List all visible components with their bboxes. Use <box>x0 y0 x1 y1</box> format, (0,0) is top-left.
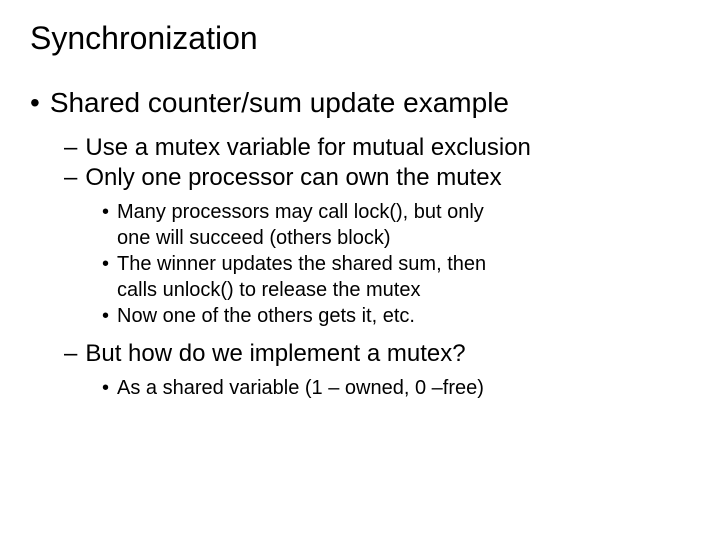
bullet-text: The winner updates the shared sum, then … <box>117 251 497 303</box>
bullet-text: Use a mutex variable for mutual exclusio… <box>85 133 690 163</box>
bullet-lvl2: Use a mutex variable for mutual exclusio… <box>64 133 690 163</box>
bullet-lvl1: Shared counter/sum update example <box>30 87 690 119</box>
bullet-lvl3: The winner updates the shared sum, then … <box>102 251 690 303</box>
slide: Synchronization Shared counter/sum updat… <box>0 0 720 540</box>
bullet-list: Shared counter/sum update example Use a … <box>30 87 690 401</box>
bullet-text: Only one processor can own the mutex <box>85 163 690 193</box>
bullet-text: But how do we implement a mutex? <box>85 339 690 369</box>
bullet-lvl2: Only one processor can own the mutex <box>64 163 690 193</box>
bullet-lvl3: As a shared variable (1 – owned, 0 –free… <box>102 375 690 401</box>
bullet-text: Shared counter/sum update example <box>50 87 690 119</box>
slide-title: Synchronization <box>30 20 690 57</box>
bullet-text: Now one of the others gets it, etc. <box>117 303 497 329</box>
bullet-lvl2: But how do we implement a mutex? <box>64 339 690 369</box>
bullet-lvl3: Many processors may call lock(), but onl… <box>102 199 690 251</box>
bullet-text: Many processors may call lock(), but onl… <box>117 199 497 251</box>
bullet-lvl3: Now one of the others gets it, etc. <box>102 303 690 329</box>
bullet-text: As a shared variable (1 – owned, 0 –free… <box>117 375 690 401</box>
